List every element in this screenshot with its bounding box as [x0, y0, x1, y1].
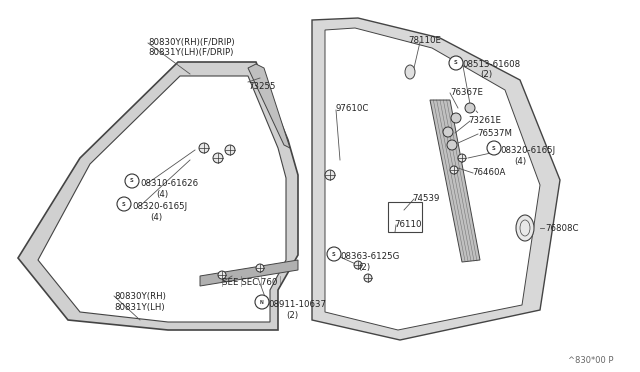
Circle shape	[255, 295, 269, 309]
Text: 08320-6165J: 08320-6165J	[132, 202, 187, 211]
Text: (4): (4)	[150, 213, 162, 222]
Circle shape	[449, 56, 463, 70]
Text: S: S	[122, 202, 126, 206]
Text: (4): (4)	[156, 190, 168, 199]
Text: 08911-10637: 08911-10637	[268, 300, 326, 309]
Ellipse shape	[405, 65, 415, 79]
Circle shape	[364, 274, 372, 282]
Polygon shape	[248, 64, 290, 148]
Circle shape	[256, 264, 264, 272]
Ellipse shape	[516, 215, 534, 241]
Text: 80831Y(LH): 80831Y(LH)	[114, 303, 164, 312]
Circle shape	[487, 141, 501, 155]
Text: S: S	[130, 179, 134, 183]
Text: 08363-6125G: 08363-6125G	[340, 252, 399, 261]
Bar	[388, 202, 422, 232]
Text: SEE SEC.760: SEE SEC.760	[222, 278, 277, 287]
Circle shape	[458, 154, 466, 162]
Text: 76367E: 76367E	[450, 88, 483, 97]
Text: 80831Y(LH)(F/DRIP): 80831Y(LH)(F/DRIP)	[148, 48, 234, 57]
Text: S: S	[492, 145, 496, 151]
Text: N: N	[260, 299, 264, 305]
Text: S: S	[332, 251, 336, 257]
Text: 73255: 73255	[248, 82, 275, 91]
Text: 08320-6165J: 08320-6165J	[500, 146, 555, 155]
Text: (2): (2)	[358, 263, 370, 272]
Text: 76110: 76110	[394, 220, 422, 229]
Circle shape	[225, 145, 235, 155]
Circle shape	[451, 113, 461, 123]
Text: 80830Y(RH): 80830Y(RH)	[114, 292, 166, 301]
Circle shape	[447, 140, 457, 150]
PathPatch shape	[312, 18, 560, 340]
Text: 76808C: 76808C	[545, 224, 579, 233]
Circle shape	[354, 261, 362, 269]
Polygon shape	[200, 260, 298, 286]
Text: 97610C: 97610C	[336, 104, 369, 113]
Text: 08310-61626: 08310-61626	[140, 179, 198, 188]
Text: S: S	[454, 61, 458, 65]
Circle shape	[325, 170, 335, 180]
Text: (2): (2)	[480, 70, 492, 79]
Circle shape	[213, 153, 223, 163]
Text: (2): (2)	[286, 311, 298, 320]
Circle shape	[443, 127, 453, 137]
Circle shape	[327, 247, 341, 261]
Text: (4): (4)	[514, 157, 526, 166]
Text: 08513-61608: 08513-61608	[462, 60, 520, 69]
Circle shape	[450, 166, 458, 174]
Polygon shape	[430, 100, 480, 262]
Circle shape	[199, 143, 209, 153]
PathPatch shape	[18, 62, 298, 330]
Text: 78110E: 78110E	[408, 36, 441, 45]
Text: 76537M: 76537M	[477, 129, 512, 138]
Text: 80830Y(RH)(F/DRIP): 80830Y(RH)(F/DRIP)	[148, 38, 235, 47]
Text: ^830*00 P: ^830*00 P	[568, 356, 614, 365]
Circle shape	[465, 103, 475, 113]
Text: 74539: 74539	[412, 194, 440, 203]
Text: 73261E: 73261E	[468, 116, 501, 125]
Circle shape	[218, 271, 226, 279]
Text: 76460A: 76460A	[472, 168, 506, 177]
Circle shape	[117, 197, 131, 211]
Circle shape	[125, 174, 139, 188]
